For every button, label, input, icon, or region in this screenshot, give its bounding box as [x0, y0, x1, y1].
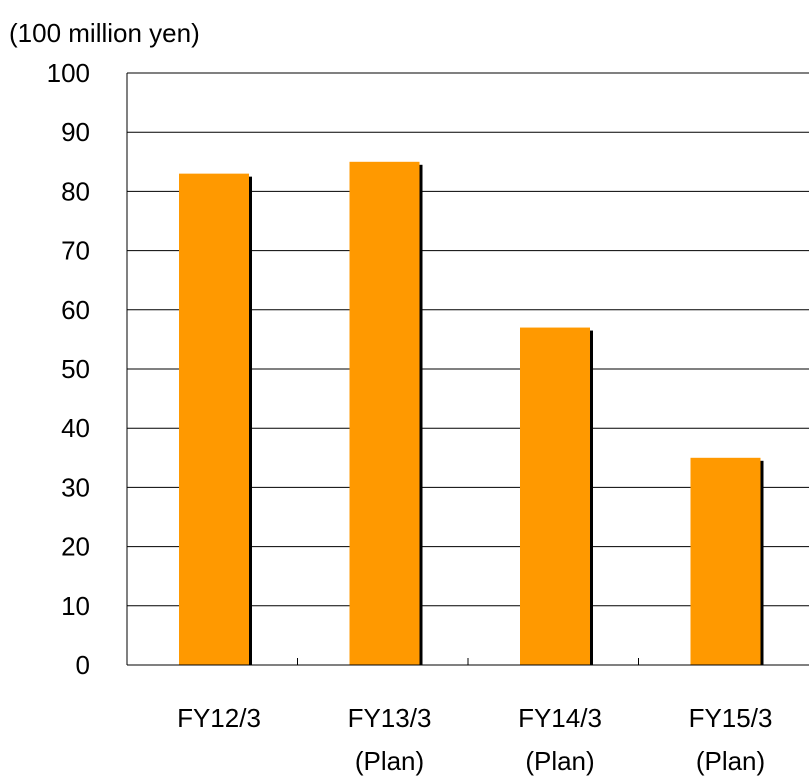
x-tick-label: FY15/3	[689, 703, 773, 733]
x-tick-label-sub: (Plan)	[355, 746, 424, 776]
y-tick-label: 90	[61, 117, 90, 147]
bar	[690, 457, 761, 665]
y-tick-label: 20	[61, 532, 90, 562]
x-tick-label: FY12/3	[177, 703, 261, 733]
y-tick-label: 30	[61, 472, 90, 502]
x-tick-label: FY14/3	[518, 703, 602, 733]
y-unit-label: (100 million yen)	[9, 18, 200, 48]
y-tick-labels: 0 10 20 30 40 50 60 70 80 90 100	[47, 58, 90, 680]
y-tick-label: 100	[47, 58, 90, 88]
y-tick-label: 60	[61, 295, 90, 325]
y-tick-label: 50	[61, 354, 90, 384]
x-tick-label: FY13/3	[348, 703, 432, 733]
x-tick-label-sub: (Plan)	[696, 746, 765, 776]
y-tick-label: 10	[61, 591, 90, 621]
x-tick-labels: FY12/3 FY13/3 (Plan) FY14/3 (Plan) FY15/3 (Pla…	[177, 703, 772, 776]
y-tick-label: 70	[61, 236, 90, 266]
y-tick-label: 40	[61, 413, 90, 443]
bar	[179, 173, 249, 665]
bar	[520, 327, 590, 665]
bars	[179, 161, 764, 666]
axes	[126, 73, 809, 666]
bar	[349, 161, 420, 666]
y-tick-label: 0	[76, 650, 90, 680]
y-tick-label: 80	[61, 176, 90, 206]
x-tick-label-sub: (Plan)	[525, 746, 594, 776]
